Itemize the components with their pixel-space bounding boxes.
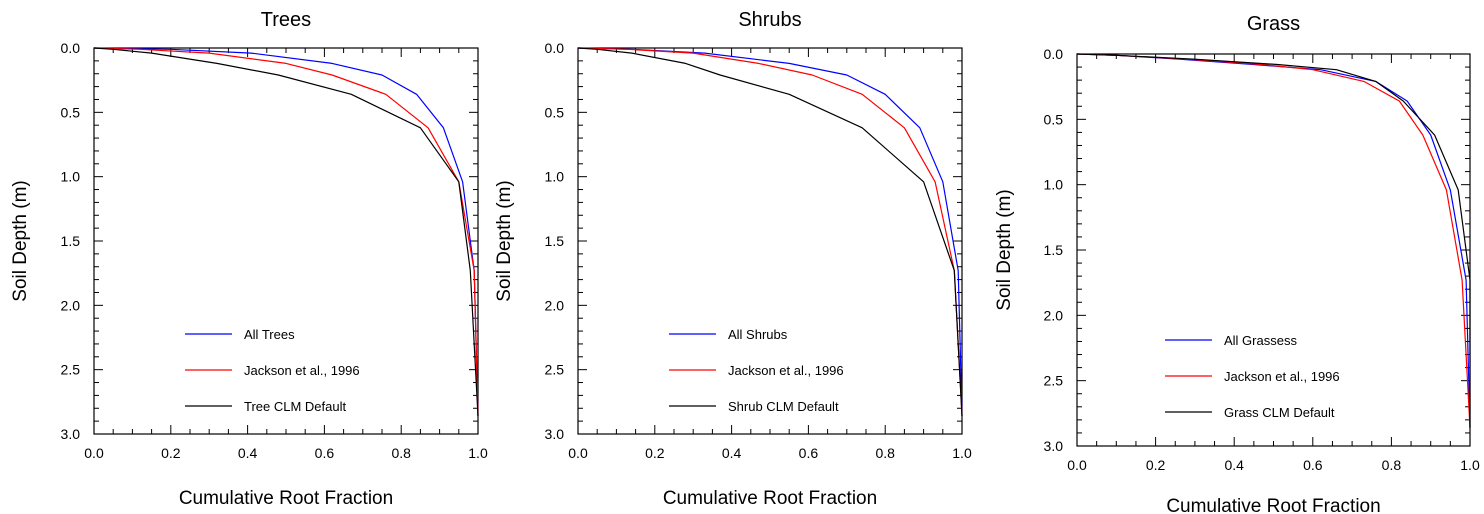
series-line-2	[1076, 53, 1471, 428]
y-tick-label: 2.0	[1044, 307, 1064, 323]
x-tick-label: 0.2	[161, 445, 181, 461]
y-tick-label: 2.5	[545, 362, 565, 378]
y-axis-label: Soil Depth (m)	[494, 180, 515, 301]
legend-label: All Trees	[244, 327, 295, 342]
x-tick-label: 0.0	[84, 445, 104, 461]
series-line-1	[577, 47, 963, 417]
x-tick-label: 0.6	[1303, 457, 1323, 473]
y-tick-label: 1.5	[1044, 242, 1064, 258]
y-tick-label: 1.0	[545, 169, 565, 185]
panel-title: Shrubs	[738, 9, 801, 31]
x-tick-label: 1.0	[952, 445, 972, 461]
panel-grass: 0.0 0.2 0.4 0.6 0.8 1.0 0.0 0.5 1.0 1.5 2.0 2.5 3.0 A…	[994, 13, 1480, 514]
legend-label: Jackson et al., 1996	[1224, 369, 1340, 384]
y-tick-label: 0.5	[1044, 111, 1064, 127]
x-tick-label: 0.8	[875, 445, 895, 461]
panel-title: Grass	[1247, 13, 1300, 35]
legend-label: Jackson et al., 1996	[728, 363, 844, 378]
series-line-2	[577, 47, 963, 417]
y-tick-label: 1.0	[61, 169, 81, 185]
y-axis-label: Soil Depth (m)	[994, 189, 1015, 310]
x-tick-label: 0.0	[1067, 457, 1087, 473]
y-tick-label: 3.0	[61, 426, 81, 442]
y-tick-label: 1.0	[1044, 177, 1064, 193]
series-line-2	[93, 47, 479, 417]
x-axis-label: Cumulative Root Fraction	[1166, 496, 1380, 514]
legend-label: All Grassess	[1224, 333, 1297, 348]
x-tick-label: 1.0	[1460, 457, 1480, 473]
y-tick-label: 1.5	[545, 233, 565, 249]
x-tick-label: 0.2	[645, 445, 665, 461]
legend-label: Shrub CLM Default	[728, 399, 839, 414]
y-tick-label: 0.5	[61, 104, 81, 120]
y-tick-label: 3.0	[545, 426, 565, 442]
y-tick-label: 2.0	[545, 297, 565, 313]
x-axis-label: Cumulative Root Fraction	[179, 488, 393, 509]
panel-trees: 0.0 0.2 0.4 0.6 0.8 1.0 0.0 0.5 1.0 1.5 2.0 2.5 3.0 A…	[10, 9, 488, 509]
series-line-0	[577, 47, 963, 417]
x-tick-label: 0.8	[1382, 457, 1402, 473]
legend-label: Jackson et al., 1996	[244, 363, 360, 378]
y-tick-label: 0.5	[545, 104, 565, 120]
legend-label: Tree CLM Default	[244, 399, 346, 414]
y-tick-label: 1.5	[61, 233, 81, 249]
y-tick-label: 0.0	[61, 40, 81, 56]
y-tick-label: 0.0	[1044, 46, 1064, 62]
y-axis-label: Soil Depth (m)	[10, 180, 31, 301]
y-tick-label: 0.0	[545, 40, 565, 56]
x-tick-label: 0.8	[391, 445, 411, 461]
legend-label: Grass CLM Default	[1224, 405, 1335, 420]
x-tick-label: 0.0	[568, 445, 588, 461]
x-tick-label: 1.0	[468, 445, 488, 461]
x-tick-label: 0.6	[799, 445, 819, 461]
x-tick-label: 0.4	[1224, 457, 1244, 473]
series-line-0	[93, 47, 479, 417]
plot-frame	[1076, 53, 1471, 447]
y-tick-label: 2.5	[61, 362, 81, 378]
y-tick-label: 3.0	[1044, 438, 1064, 454]
panel-shrubs: 0.0 0.2 0.4 0.6 0.8 1.0 0.0 0.5 1.0 1.5 2.0 2.5 3.0 A…	[494, 9, 972, 509]
panel-title: Trees	[261, 9, 311, 31]
y-tick-label: 2.5	[1044, 373, 1064, 389]
x-tick-label: 0.4	[722, 445, 742, 461]
x-tick-label: 0.2	[1146, 457, 1166, 473]
x-tick-label: 0.4	[238, 445, 258, 461]
legend-label: All Shrubs	[728, 327, 788, 342]
x-axis-label: Cumulative Root Fraction	[663, 488, 877, 509]
x-tick-label: 0.6	[315, 445, 335, 461]
y-tick-label: 2.0	[61, 297, 81, 313]
series-line-1	[93, 47, 479, 417]
